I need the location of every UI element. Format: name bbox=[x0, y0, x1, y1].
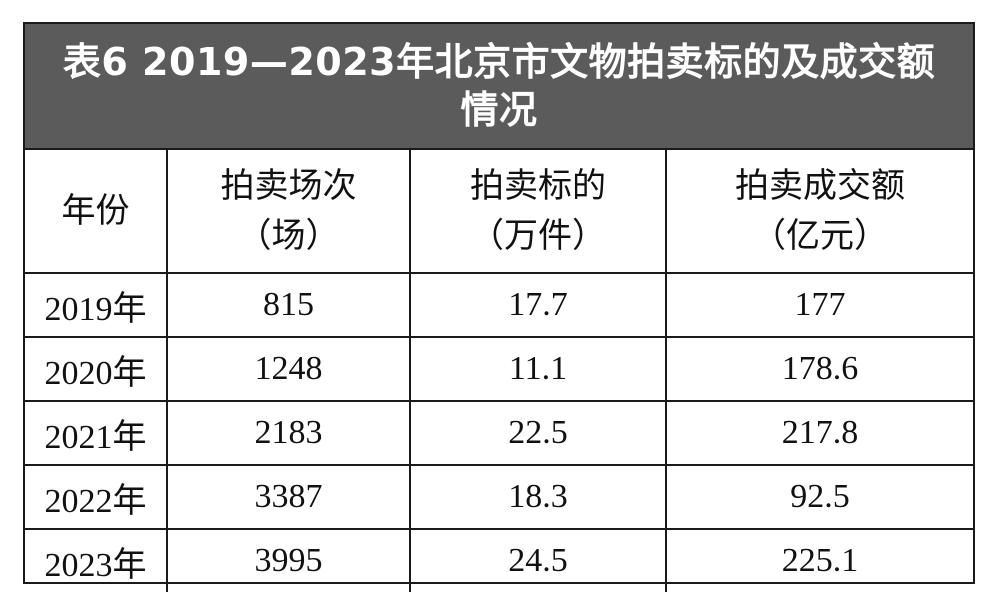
cell-year: 2023年 bbox=[25, 528, 168, 592]
cell-sessions: 2183 bbox=[166, 400, 411, 466]
column-header-sessions: 拍卖场次 （场） bbox=[166, 150, 411, 274]
table-row: 2020年 1248 11.1 178.6 bbox=[25, 336, 973, 402]
column-header-lots: 拍卖标的 （万件） bbox=[409, 150, 667, 274]
cell-lots: 24.5 bbox=[409, 528, 667, 592]
cell-year: 2022年 bbox=[25, 464, 168, 530]
cell-amount: 92.5 bbox=[665, 464, 973, 530]
table-title: 表6 2019—2023年北京市文物拍卖标的及成交额情况 bbox=[25, 24, 973, 150]
cell-year: 2020年 bbox=[25, 336, 168, 402]
cell-lots: 22.5 bbox=[409, 400, 667, 466]
cell-sessions: 3387 bbox=[166, 464, 411, 530]
header-row: 年份 拍卖场次 （场） 拍卖标的 （万件） 拍卖成交额 （亿元） bbox=[25, 150, 973, 274]
table-frame: 表6 2019—2023年北京市文物拍卖标的及成交额情况 年份 拍卖场次 （场）… bbox=[23, 22, 975, 592]
data-table: 年份 拍卖场次 （场） 拍卖标的 （万件） 拍卖成交额 （亿元） 2019年 8… bbox=[25, 150, 973, 592]
cell-lots: 17.7 bbox=[409, 272, 667, 338]
cell-sessions: 815 bbox=[166, 272, 411, 338]
cell-year: 2021年 bbox=[25, 400, 168, 466]
cell-amount: 178.6 bbox=[665, 336, 973, 402]
table-row: 2023年 3995 24.5 225.1 bbox=[25, 528, 973, 592]
cell-sessions: 3995 bbox=[166, 528, 411, 592]
column-header-amount: 拍卖成交额 （亿元） bbox=[665, 150, 973, 274]
table-row: 2019年 815 17.7 177 bbox=[25, 272, 973, 338]
cell-sessions: 1248 bbox=[166, 336, 411, 402]
cell-lots: 11.1 bbox=[409, 336, 667, 402]
cell-amount: 225.1 bbox=[665, 528, 973, 592]
column-header-year: 年份 bbox=[25, 150, 168, 274]
cell-year: 2019年 bbox=[25, 272, 168, 338]
cell-lots: 18.3 bbox=[409, 464, 667, 530]
table-row: 2021年 2183 22.5 217.8 bbox=[25, 400, 973, 466]
table-row: 2022年 3387 18.3 92.5 bbox=[25, 464, 973, 530]
cell-amount: 177 bbox=[665, 272, 973, 338]
cell-amount: 217.8 bbox=[665, 400, 973, 466]
